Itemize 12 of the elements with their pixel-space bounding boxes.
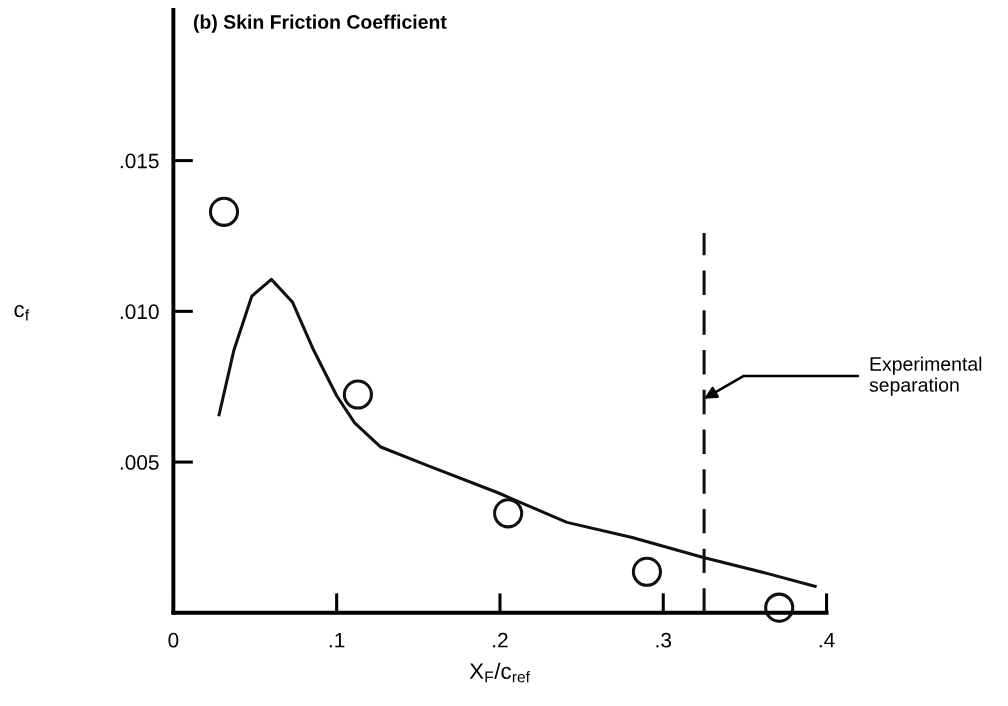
y-tick-label: .010: [120, 304, 159, 320]
x-axis-title: X$_{F}$/c$_{ref}$: [469, 662, 530, 683]
x-tick-label: .2: [493, 632, 508, 648]
y-axis-title: c$_{f}$: [14, 305, 30, 321]
x-tick-label: .3: [656, 632, 672, 648]
x-tick-label: .4: [819, 633, 835, 648]
y-tick-label: .015: [120, 153, 159, 169]
chart-title: (b) Skin Friction Coefficient: [193, 14, 447, 33]
x-tick-label: 0: [168, 632, 179, 648]
x-tick-label: .1: [329, 633, 345, 648]
annotation: Experimental separation: [869, 356, 982, 396]
y-tick-label: .005: [120, 455, 159, 470]
